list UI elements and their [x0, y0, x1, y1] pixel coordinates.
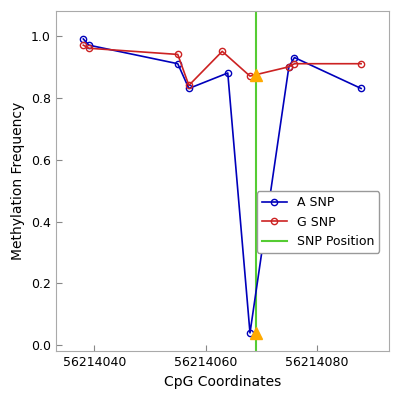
X-axis label: CpG Coordinates: CpG Coordinates: [164, 375, 281, 389]
Legend: A SNP, G SNP, SNP Position: A SNP, G SNP, SNP Position: [257, 191, 379, 253]
Y-axis label: Methylation Frequency: Methylation Frequency: [11, 102, 25, 260]
